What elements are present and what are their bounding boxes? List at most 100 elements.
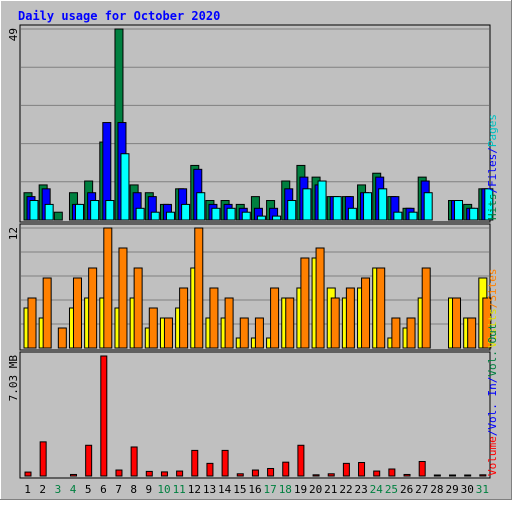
x-tick-label-3: 3	[55, 483, 62, 496]
legend-item: Vol. In	[486, 383, 499, 429]
bar-volume-day-4	[69, 473, 77, 477]
legend-item: /	[486, 377, 499, 384]
x-tick-label-25: 25	[385, 483, 398, 496]
bar-volume-day-25	[388, 468, 396, 477]
bar-pages-day-11	[181, 203, 191, 221]
bar-pages-day-15	[241, 211, 251, 221]
x-tick-label-24: 24	[370, 483, 384, 496]
legend-item: Pages	[486, 114, 499, 147]
bar-volume-day-10	[160, 471, 168, 477]
legend-item: /	[486, 147, 499, 154]
x-tick-label-16: 16	[248, 483, 261, 496]
bar-pages-day-8	[135, 207, 145, 221]
legend-item: Volume	[486, 436, 499, 476]
bar-pages-day-10	[165, 211, 175, 221]
bar-volume-day-21	[327, 473, 335, 477]
bar-sites-day-22	[345, 287, 355, 349]
panel-legend: Visits/Sites	[486, 269, 499, 349]
legend-item: /	[486, 302, 499, 309]
bar-pages-day-1	[29, 200, 39, 221]
panel-max-label: 7.03 MB	[7, 355, 20, 402]
panel-frame	[19, 351, 491, 479]
x-tick-label-5: 5	[85, 483, 92, 496]
bar-sites-day-20	[315, 247, 325, 349]
bar-sites-day-17	[270, 287, 280, 349]
bar-sites-day-13	[209, 287, 219, 349]
bar-pages-day-4	[74, 203, 84, 221]
x-tick-label-1: 1	[24, 483, 31, 496]
bar-pages-day-30	[469, 207, 479, 221]
bar-sites-day-21	[330, 297, 340, 349]
bar-volume-day-15	[236, 473, 244, 477]
x-tick-label-14: 14	[218, 483, 232, 496]
bar-volume-day-23	[358, 462, 366, 477]
panel-visits-sites: 12 Visits/Sites	[7, 223, 499, 351]
bar-volume-day-17	[267, 467, 275, 477]
bar-volume-day-29	[449, 474, 457, 477]
bar-volume-day-24	[373, 470, 381, 477]
x-tick-label-18: 18	[279, 483, 292, 496]
bar-pages-day-20	[317, 180, 327, 221]
bar-pages-day-14	[226, 207, 236, 221]
bar-volume-day-28	[433, 474, 441, 477]
bar-volume-day-31	[479, 474, 487, 477]
bar-sites-day-29	[452, 297, 462, 349]
bar-sites-day-5	[88, 267, 98, 349]
bar-volume-day-16	[251, 469, 259, 477]
x-tick-label-29: 29	[445, 483, 458, 496]
x-tick-label-8: 8	[130, 483, 137, 496]
bar-pages-day-21	[332, 196, 342, 221]
bar-pages-day-31	[484, 188, 494, 221]
x-tick-label-28: 28	[430, 483, 443, 496]
bar-pages-day-24	[378, 188, 388, 221]
bar-sites-day-8	[133, 267, 143, 349]
x-tick-label-6: 6	[100, 483, 107, 496]
bar-volume-day-26	[403, 473, 411, 477]
legend-item: /	[486, 430, 499, 437]
bar-volume-day-19	[297, 444, 305, 477]
bar-sites-day-16	[254, 317, 264, 349]
bar-pages-day-9	[150, 211, 160, 221]
bar-sites-day-25	[391, 317, 401, 349]
bar-sites-day-26	[406, 317, 416, 349]
bar-sites-day-18	[285, 297, 295, 349]
bar-sites-day-3	[57, 327, 67, 349]
bar-pages-day-29	[454, 200, 464, 221]
bar-sites-day-24	[376, 267, 386, 349]
bar-sites-day-19	[300, 257, 310, 349]
x-tick-label-11: 11	[173, 483, 186, 496]
bar-sites-day-11	[179, 287, 189, 349]
x-tick-label-21: 21	[324, 483, 337, 496]
bar-volume-day-1	[24, 471, 32, 477]
bar-sites-day-4	[72, 277, 82, 349]
bar-pages-day-26	[408, 211, 418, 221]
x-tick-label-17: 17	[264, 483, 277, 496]
x-tick-label-22: 22	[339, 483, 352, 496]
bar-pages-day-2	[44, 203, 54, 221]
bar-volume-day-5	[85, 444, 93, 477]
bar-pages-day-7	[120, 153, 130, 221]
bar-volume-day-6	[100, 355, 108, 477]
x-tick-label-15: 15	[233, 483, 246, 496]
x-tick-label-9: 9	[146, 483, 153, 496]
panel-max-label: 49	[7, 28, 20, 41]
bar-volume-day-12	[191, 449, 199, 477]
bar-pages-day-6	[105, 200, 115, 221]
bar-sites-day-1	[27, 297, 37, 349]
bar-sites-day-31	[482, 297, 492, 349]
bar-hits-day-3	[53, 211, 63, 221]
x-tick-label-19: 19	[294, 483, 307, 496]
bar-pages-day-25	[393, 211, 403, 221]
x-tick-label-4: 4	[70, 483, 77, 496]
x-tick-label-2: 2	[39, 483, 46, 496]
bar-pages-day-19	[302, 188, 312, 221]
panel-frame	[19, 24, 491, 223]
legend-item: Sites	[486, 269, 499, 302]
bar-sites-day-23	[361, 277, 371, 349]
chart-title: Daily usage for October 2020	[18, 9, 220, 23]
legend-item: Hits	[486, 194, 499, 221]
